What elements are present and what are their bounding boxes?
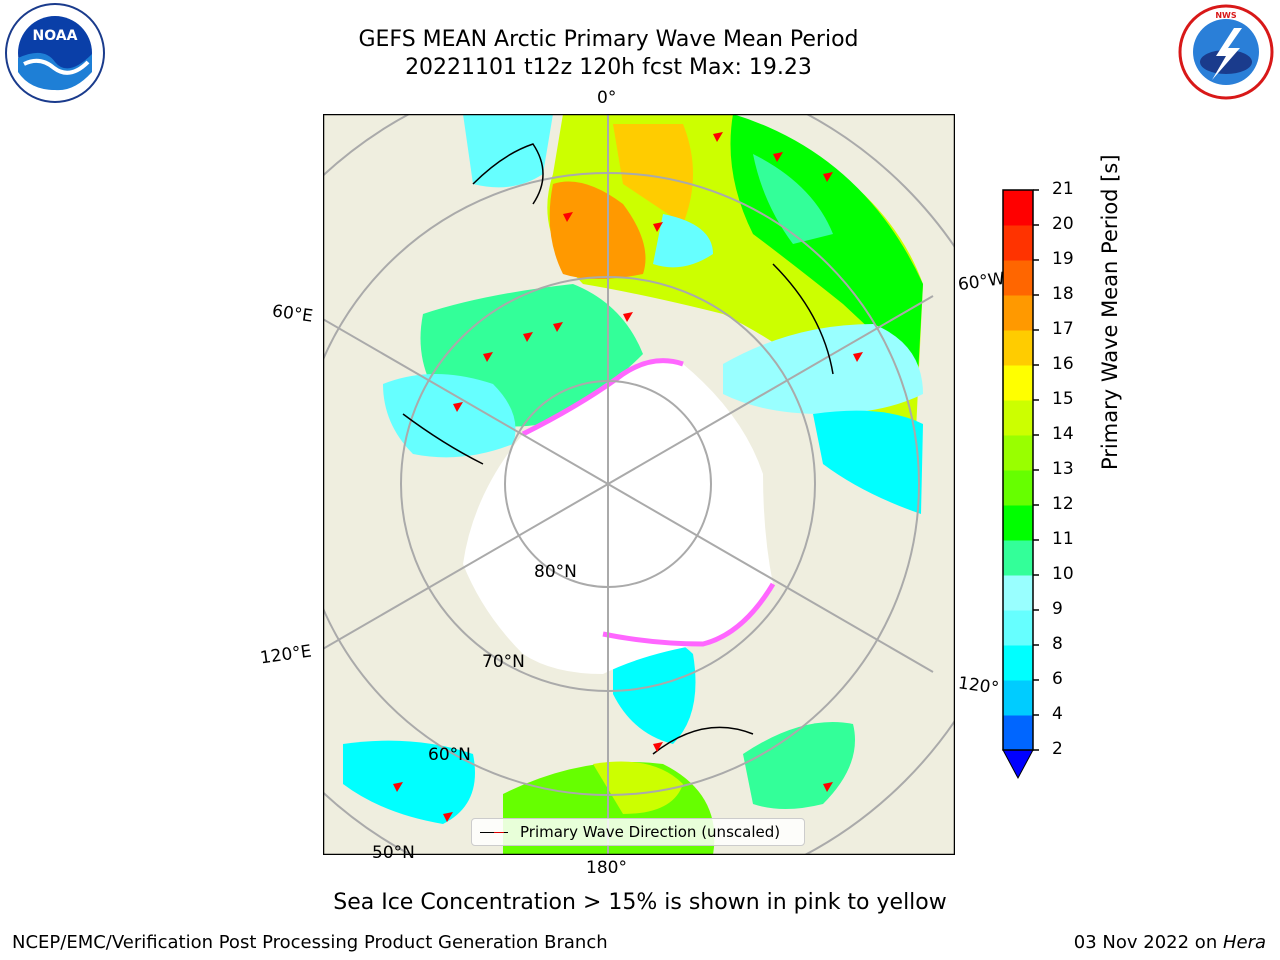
noaa-logo: NOAA [5,3,105,103]
colorbar-segment [1003,505,1033,541]
colorbar-segment [1003,225,1033,261]
colorbar-tick-label: 16 [1052,354,1074,374]
lon-label-120w: 120° [956,673,1001,699]
lat-label-50: 50°N [372,843,415,863]
colorbar-segment [1003,715,1033,751]
colorbar-tick-label: 19 [1052,249,1074,269]
colorbar-tick-label: 2 [1052,739,1063,759]
footer-host: Hera [1222,932,1266,953]
colorbar-tick-label: 4 [1052,704,1063,724]
colorbar-tick-label: 13 [1052,459,1074,479]
colorbar-tick-label: 8 [1052,634,1063,654]
legend-label: Primary Wave Direction (unscaled) [520,823,781,841]
colorbar-segment [1003,610,1033,646]
colorbar-segment [1003,365,1033,401]
colorbar-tick-label: 6 [1052,669,1063,689]
colorbar-segment [1003,260,1033,296]
chart-title-line2: 20221101 t12z 120h fcst Max: 19.23 [405,55,812,80]
wave-direction-arrows [393,132,863,822]
colorbar-title: Primary Wave Mean Period [s] [1098,154,1122,470]
colorbar-segment [1003,470,1033,506]
colorbar-under-arrow [1002,749,1034,780]
colorbar-tick-labels: 2 4 6 8 9 10 11 12 13 14 15 16 17 18 19 20 21 [1052,179,1092,786]
lon-label-60w: 60°W [956,268,1007,296]
sea-ice [463,360,773,674]
colorbar-segment [1003,645,1033,681]
colorbar-tick-label: 18 [1052,284,1074,304]
colorbar-segment [1003,400,1033,436]
map-legend: Primary Wave Direction (unscaled) [471,818,805,846]
colorbar-tick-label: 10 [1052,564,1074,584]
colorbar-segment [1003,330,1033,366]
coastlines [402,143,834,755]
map-frame [323,114,955,855]
colorbar-segment [1003,190,1033,226]
lon-label-180: 180° [586,858,627,878]
colorbar-tick-label: 17 [1052,319,1074,339]
lon-label-120e: 120°E [258,641,313,669]
footer-date: 03 Nov 2022 on [1073,932,1223,953]
ice-caption: Sea Ice Concentration > 15% is shown in … [333,890,947,915]
lat-label-70: 70°N [482,652,525,672]
lon-label-0: 0° [597,88,617,108]
polar-grid [323,114,955,855]
colorbar-segment [1003,575,1033,611]
colorbar-tick-label: 12 [1052,494,1074,514]
lat-label-60: 60°N [428,745,471,765]
lon-label-60e: 60°E [270,301,315,327]
colorbar-tick-label: 20 [1052,214,1074,234]
noaa-logo-text: NOAA [33,28,78,44]
colorbar-tick-label: 21 [1052,179,1074,199]
svg-text:NWS: NWS [1215,11,1237,20]
colorbar-segment [1003,435,1033,471]
colorbar-tick-label: 11 [1052,529,1074,549]
footer-left: NCEP/EMC/Verification Post Processing Pr… [12,932,608,953]
lat-label-80: 80°N [534,562,577,582]
colorbar-tick-label: 14 [1052,424,1074,444]
nws-logo: NWS [1178,4,1274,100]
colorbar [1002,189,1039,780]
colorbar-segment [1003,680,1033,716]
footer-right: 03 Nov 2022 on Hera [1074,932,1266,953]
chart-title-line1: GEFS MEAN Arctic Primary Wave Mean Perio… [358,27,859,52]
legend-arrow-icon [494,832,504,833]
arctic-map [323,114,955,855]
colorbar-tick-label: 9 [1052,599,1063,619]
colorbar-segment [1003,295,1033,331]
colorbar-segment [1003,540,1033,576]
colorbar-tick-label: 15 [1052,389,1074,409]
